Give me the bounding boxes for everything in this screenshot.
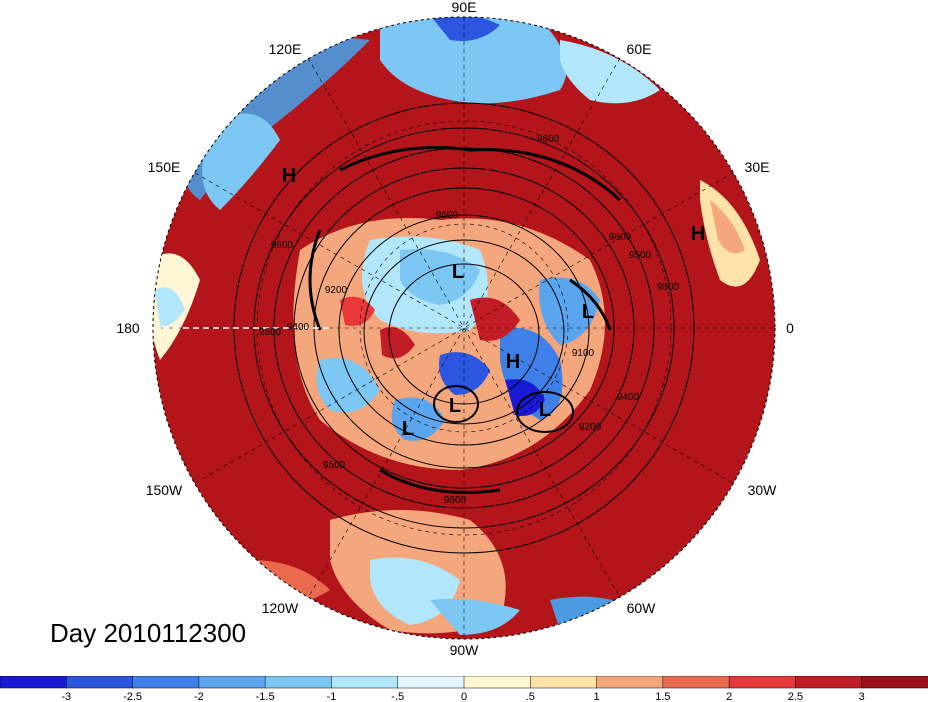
colorbar-tick-label: -2 bbox=[194, 691, 204, 702]
pressure-center-labels: H H H L L L L L bbox=[282, 165, 705, 440]
longitude-label: 0 bbox=[786, 320, 794, 336]
high-pressure-label: H bbox=[506, 351, 520, 373]
colorbar-swatch bbox=[66, 676, 134, 689]
contour-label: 9600 bbox=[609, 232, 632, 243]
anomaly-field bbox=[153, 17, 775, 639]
colorbar-tick-label: -2.5 bbox=[123, 691, 142, 702]
colorbar-swatch bbox=[0, 676, 68, 689]
polar-map: 90E 60E 30E 0 30W 60W 90W 120W 150W 180 150E 120E H… bbox=[116, 0, 794, 658]
colorbar-tick-label: 2 bbox=[726, 691, 732, 702]
colorbar-tick-label: 0 bbox=[461, 691, 467, 702]
longitude-labels: 90E 60E 30E 0 30W 60W 90W 120W 150W 180 150E 120E bbox=[116, 0, 794, 658]
contour-label: 9200 bbox=[579, 422, 602, 433]
contour-label: 9100 bbox=[572, 348, 595, 359]
low-pressure-label: L bbox=[402, 418, 414, 440]
longitude-label: 30E bbox=[745, 159, 770, 175]
colorbar-swatch bbox=[264, 676, 333, 689]
colorbar-swatch bbox=[795, 676, 863, 689]
longitude-label: 90W bbox=[450, 642, 480, 658]
colorbar-swatch bbox=[861, 676, 928, 689]
longitude-label: 120E bbox=[269, 41, 302, 57]
longitude-label: 180 bbox=[116, 320, 140, 336]
colorbar-swatch bbox=[530, 676, 598, 689]
colorbar-tick-label: -1.5 bbox=[256, 691, 275, 702]
colorbar-swatch bbox=[596, 676, 664, 689]
contour-label: 9600 bbox=[259, 327, 282, 338]
high-pressure-label: H bbox=[282, 165, 296, 187]
low-pressure-label: L bbox=[539, 399, 551, 421]
contour-label: 9600 bbox=[271, 240, 294, 251]
low-pressure-label: L bbox=[452, 261, 464, 283]
contour-label: 9500 bbox=[629, 250, 652, 261]
longitude-label: 60W bbox=[627, 600, 657, 616]
low-pressure-label: L bbox=[582, 301, 594, 323]
colorbar-tick-label: 1 bbox=[594, 691, 600, 702]
longitude-label: 150W bbox=[146, 482, 183, 498]
colorbar-swatch bbox=[132, 676, 200, 689]
longitude-label: 150E bbox=[148, 159, 181, 175]
colorbar-tick-label: 1.5 bbox=[655, 691, 670, 702]
colorbar-tick-label: -.5 bbox=[391, 691, 404, 702]
contour-value-labels: 9600 9600 9600 9600 9600 9500 9500 9400 9400 9200… bbox=[259, 134, 680, 506]
longitude-label: 60E bbox=[627, 41, 652, 57]
contour-label: 9400 bbox=[617, 392, 640, 403]
low-pressure-label: L bbox=[449, 395, 461, 417]
colorbar-swatch bbox=[397, 676, 465, 689]
contour-label: 9600 bbox=[444, 495, 467, 506]
contour-label: 9600 bbox=[657, 282, 680, 293]
colorbar-tick-label: .5 bbox=[526, 691, 535, 702]
contour-label: 9500 bbox=[323, 460, 346, 471]
longitude-label: 90E bbox=[452, 0, 477, 15]
colorbar-swatch bbox=[463, 676, 532, 689]
colorbar-tick-label: 2.5 bbox=[788, 691, 803, 702]
colorbar-swatch bbox=[198, 676, 266, 689]
contour-label: 9600 bbox=[436, 210, 459, 221]
contour-label: 9600 bbox=[537, 134, 560, 145]
colorbar-tick-label: -1 bbox=[327, 691, 337, 702]
colorbar: -3 -2.5 -2 -1.5 -1 -.5 0 .5 1 1.5 2 2.5 3 bbox=[0, 676, 928, 702]
colorbar-swatch bbox=[662, 676, 730, 689]
longitude-label: 120W bbox=[262, 600, 299, 616]
contour-label: 9200 bbox=[325, 285, 348, 296]
high-pressure-label: H bbox=[691, 223, 705, 245]
colorbar-tick-label: -3 bbox=[61, 691, 71, 702]
colorbar-tick-label: 3 bbox=[859, 691, 865, 702]
colorbar-swatch bbox=[728, 676, 797, 689]
colorbar-swatch bbox=[331, 676, 399, 689]
day-label: Day 2010112300 bbox=[50, 618, 247, 648]
longitude-label: 30W bbox=[748, 482, 778, 498]
contour-label: 9400 bbox=[287, 322, 310, 333]
